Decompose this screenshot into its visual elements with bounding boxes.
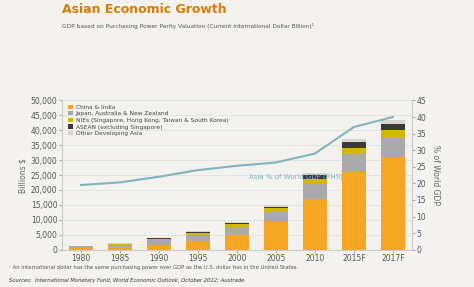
Bar — [225, 222, 249, 223]
Text: Asia % of World GDP (RHS): Asia % of World GDP (RHS) — [249, 173, 343, 180]
Legend: China & India, Japan, Australia & New Zealand, NIEs (Singapore, Hong Kong, Taiwa: China & India, Japan, Australia & New Ze… — [68, 105, 228, 136]
Bar — [381, 138, 405, 157]
Bar — [147, 245, 171, 250]
Bar — [342, 139, 365, 142]
Bar — [303, 173, 327, 175]
Bar — [225, 235, 249, 250]
Bar — [342, 172, 365, 250]
Bar — [147, 239, 171, 240]
Bar — [303, 175, 327, 179]
Bar — [264, 205, 288, 207]
Bar — [381, 130, 405, 138]
Text: GDP based on Purchasing Power Parity Valuation (Current International Dollar Bil: GDP based on Purchasing Power Parity Val… — [62, 23, 314, 29]
Bar — [303, 184, 327, 199]
Bar — [381, 124, 405, 130]
Bar — [69, 247, 93, 248]
Bar — [186, 235, 210, 241]
Y-axis label: Billions $: Billions $ — [19, 158, 28, 193]
Bar — [109, 245, 132, 247]
Bar — [264, 212, 288, 221]
Text: ¹ An international dollar has the same purchasing power over GDP as the U.S. dol: ¹ An international dollar has the same p… — [9, 265, 299, 270]
Bar — [342, 142, 365, 148]
Bar — [303, 179, 327, 184]
Bar — [264, 221, 288, 250]
Bar — [381, 120, 405, 124]
Bar — [147, 240, 171, 245]
Bar — [342, 154, 365, 172]
Bar — [264, 208, 288, 212]
Bar — [225, 223, 249, 224]
Bar — [225, 224, 249, 227]
Bar — [342, 148, 365, 154]
Bar — [381, 157, 405, 250]
Bar — [109, 247, 132, 250]
Bar — [264, 207, 288, 208]
Bar — [69, 248, 93, 250]
Bar — [186, 241, 210, 250]
Text: Asian Economic Growth: Asian Economic Growth — [62, 3, 226, 16]
Text: Sources:  International Monetary Fund, World Economic Outlook, October 2012; Aus: Sources: International Monetary Fund, Wo… — [9, 278, 245, 283]
Y-axis label: % of World GDP: % of World GDP — [431, 145, 440, 205]
Bar — [186, 233, 210, 235]
Bar — [186, 231, 210, 232]
Bar — [303, 199, 327, 250]
Bar — [147, 238, 171, 239]
Bar — [109, 244, 132, 245]
Bar — [186, 232, 210, 233]
Bar — [225, 227, 249, 235]
